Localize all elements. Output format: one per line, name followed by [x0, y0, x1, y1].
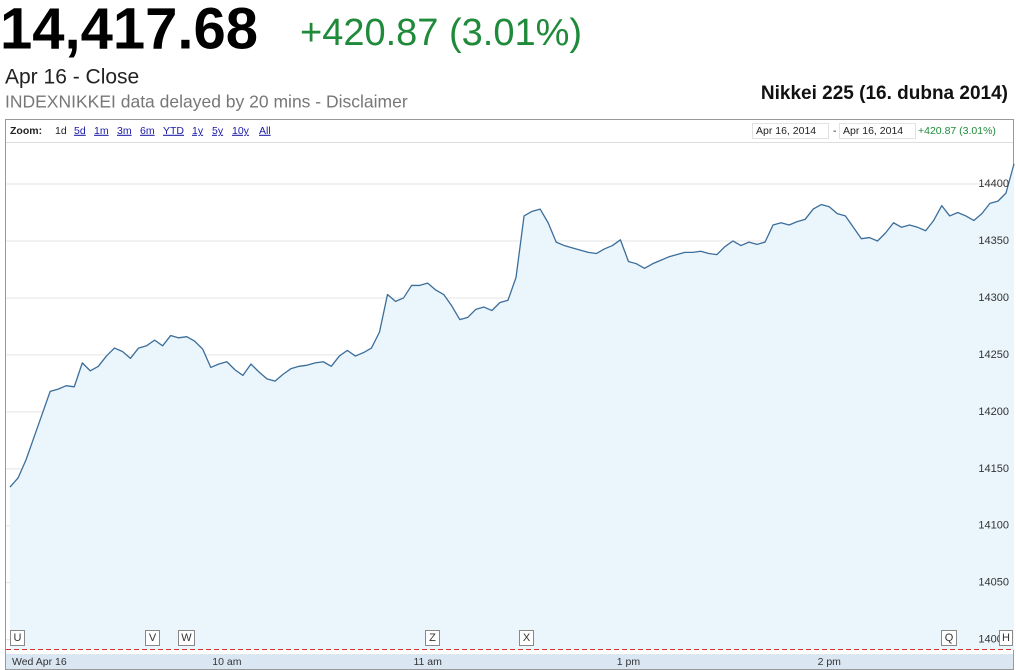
- y-tick-label: 14300: [978, 292, 1009, 304]
- flag-label[interactable]: X: [523, 632, 531, 644]
- flag-label[interactable]: Z: [429, 632, 436, 644]
- price: 14,417.68: [0, 0, 258, 61]
- y-tick-label: 14400: [978, 178, 1009, 190]
- event-flag[interactable]: V: [145, 630, 160, 646]
- x-tick-label: 1 pm: [617, 656, 641, 668]
- zoom-option[interactable]: YTD: [163, 125, 184, 137]
- range-separator: -: [833, 125, 837, 137]
- range-end-box[interactable]: [839, 123, 916, 139]
- flag-label[interactable]: Q: [945, 632, 954, 644]
- source: INDEXNIKKEI data delayed by 20 mins - Di…: [5, 92, 408, 112]
- flag-label[interactable]: H: [1002, 632, 1010, 644]
- event-flag[interactable]: X: [519, 630, 534, 646]
- event-flag[interactable]: Z: [425, 630, 440, 646]
- price-line: [9, 163, 1015, 488]
- zoom-option[interactable]: 6m: [140, 125, 155, 137]
- range-change: +420.87 (3.01%): [918, 125, 996, 137]
- x-tick-label: 11 am: [413, 656, 442, 668]
- zoom-option[interactable]: 5y: [212, 125, 224, 137]
- x-tick-label: 2 pm: [818, 656, 842, 668]
- zoom-option[interactable]: 10y: [232, 125, 250, 137]
- zoom-label: Zoom:: [10, 125, 42, 137]
- event-flag[interactable]: H: [999, 630, 1013, 646]
- x-tick-label: Wed Apr 16: [12, 656, 67, 668]
- status: Apr 16 - Close: [5, 66, 139, 89]
- y-tick-label: 14150: [978, 463, 1009, 475]
- event-flag[interactable]: W: [178, 630, 195, 646]
- range-end[interactable]: Apr 16, 2014: [843, 125, 903, 137]
- x-axis: Wed Apr 16 10 am 11 am 1 pm 2 pm: [12, 656, 841, 668]
- price-change: +420.87 (3.01%): [300, 12, 582, 54]
- y-tick-label: 14050: [978, 577, 1009, 589]
- flag-label[interactable]: U: [14, 632, 22, 644]
- y-tick-label: 14350: [978, 235, 1009, 247]
- y-tick-label: 14250: [978, 349, 1009, 361]
- x-axis-strip: [6, 654, 1013, 669]
- x-tick-label: 10 am: [212, 656, 241, 668]
- y-tick-label: 14200: [978, 406, 1009, 418]
- zoom-option[interactable]: 3m: [117, 125, 132, 137]
- flag-label[interactable]: W: [181, 632, 192, 644]
- plot-area: 1400014050141001415014200142501430014350…: [6, 163, 1015, 650]
- y-tick-label: 14100: [978, 520, 1009, 532]
- zoom-option[interactable]: 1m: [94, 125, 109, 137]
- range-start-box[interactable]: [752, 123, 829, 139]
- zoom-option[interactable]: 1y: [192, 125, 204, 137]
- price-area: [10, 163, 1014, 650]
- zoom-option[interactable]: 5d: [74, 125, 86, 137]
- event-flag[interactable]: Q: [941, 630, 957, 646]
- event-flag[interactable]: U: [10, 630, 25, 646]
- zoom-option[interactable]: All: [259, 125, 271, 137]
- flag-label[interactable]: V: [149, 632, 157, 644]
- range-start[interactable]: Apr 16, 2014: [756, 125, 816, 137]
- zoom-option[interactable]: 1d: [55, 125, 67, 137]
- caption: Nikkei 225 (16. dubna 2014): [761, 83, 1008, 104]
